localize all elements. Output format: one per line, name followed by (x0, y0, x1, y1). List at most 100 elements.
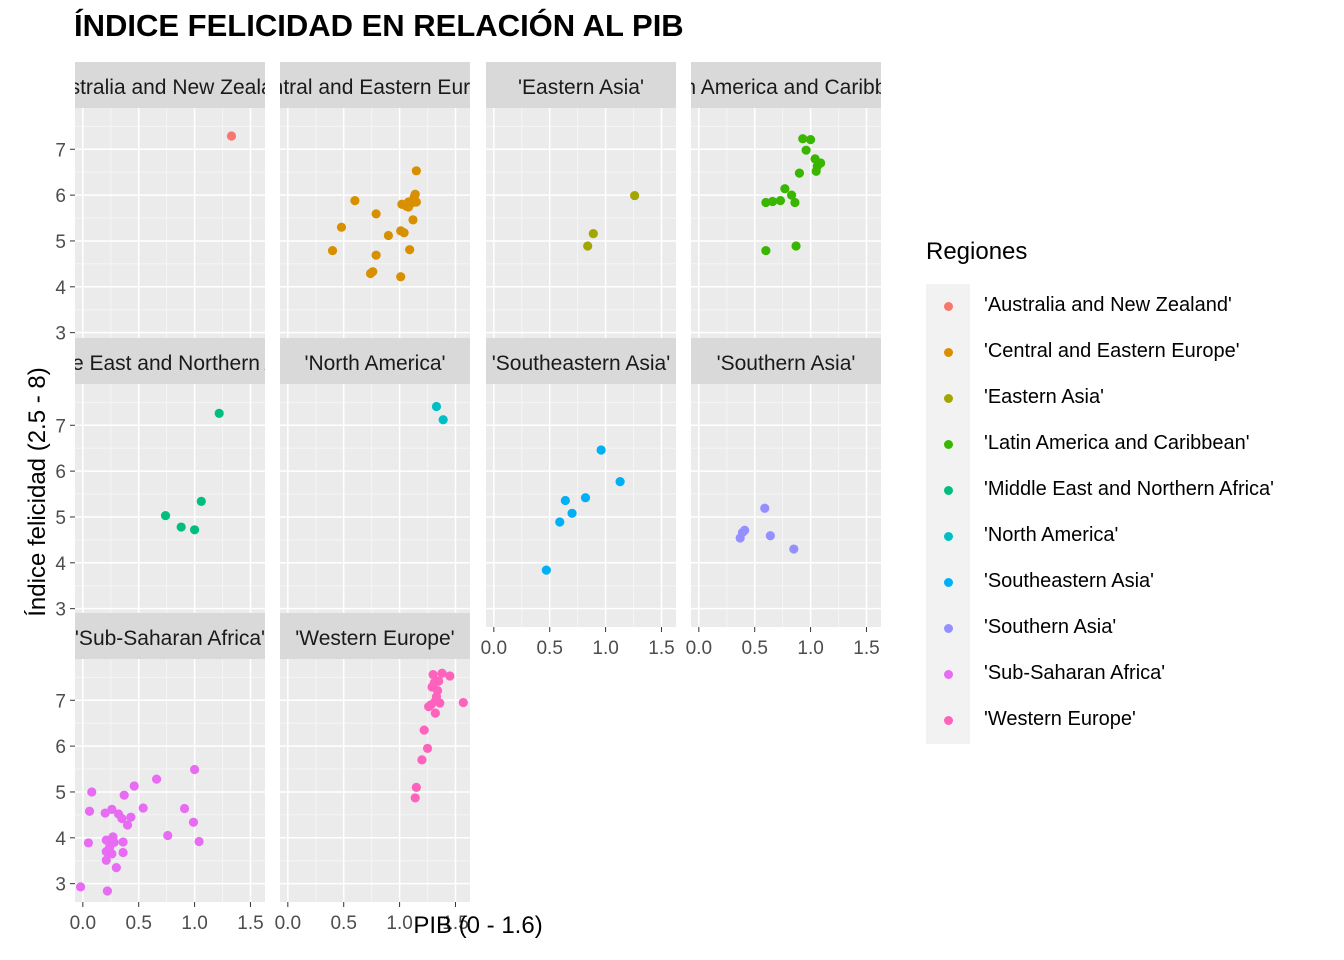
legend-item: 'Latin America and Caribbean' (926, 422, 1250, 468)
panel-2-strip-label: 'Central and Eastern Europe' (241, 76, 509, 99)
y-tick-label: 3 (55, 600, 66, 621)
legend-item: 'Central and Eastern Europe' (926, 330, 1240, 376)
legend-label: 'Middle East and Northern Africa' (984, 478, 1274, 500)
data-point (350, 196, 360, 206)
data-point (75, 882, 86, 892)
data-point (761, 245, 771, 256)
data-point (805, 135, 816, 145)
data-point (176, 522, 186, 532)
data-point (555, 517, 565, 527)
data-point (588, 229, 598, 239)
legend-key-dot (944, 348, 953, 357)
panel-8-strip (691, 338, 881, 384)
legend-key-dot (944, 440, 953, 449)
panel-6-background (280, 384, 470, 627)
data-point (798, 134, 808, 144)
data-point (410, 189, 420, 199)
panel-8-background (691, 384, 881, 627)
data-point (160, 510, 171, 521)
panel-5-strip-label: 'Middle East and Northern Africa' (18, 352, 323, 375)
panel-9-strip-label: 'Sub-Saharan Africa' (75, 627, 265, 650)
legend-label: 'Australia and New Zealand' (984, 294, 1232, 316)
data-point (122, 820, 133, 830)
panel-3-strip-label: 'Eastern Asia' (518, 76, 644, 99)
panel-6-strip-label: 'North America' (304, 352, 445, 375)
data-point (408, 215, 418, 225)
x-tick-label: 1.0 (181, 913, 207, 934)
legend-item: 'Middle East and Northern Africa' (926, 468, 1274, 514)
y-tick-label: 6 (55, 462, 66, 483)
legend-label: 'Western Europe' (984, 708, 1136, 730)
panel-4-strip-label: 'Latin America and Caribbean' (647, 76, 926, 99)
legend-key-dot (944, 578, 953, 587)
data-point (138, 803, 148, 813)
data-point (371, 250, 381, 260)
data-point (151, 774, 162, 784)
panel-10-strip-label: 'Western Europe' (295, 627, 454, 650)
legend-key-dot (944, 394, 953, 403)
legend-label: 'Sub-Saharan Africa' (984, 662, 1166, 684)
data-point (119, 790, 129, 800)
data-point (458, 697, 468, 708)
legend-label: 'Eastern Asia' (984, 386, 1104, 408)
data-point (630, 190, 640, 201)
panel-10-strip (280, 613, 470, 659)
data-point (111, 863, 121, 873)
data-point (411, 166, 421, 176)
legend-item: 'Australia and New Zealand' (926, 284, 1232, 330)
data-point (435, 698, 445, 708)
legend-label: 'Central and Eastern Europe' (984, 340, 1240, 362)
panel-4-background (691, 108, 881, 351)
data-point (431, 401, 442, 412)
data-point (417, 755, 427, 765)
data-point (368, 267, 378, 277)
data-point (83, 838, 94, 848)
panel-7-strip (486, 338, 676, 384)
panel-3-strip (486, 62, 676, 108)
data-point (383, 230, 394, 241)
data-point (336, 222, 347, 232)
data-point (422, 743, 433, 754)
data-point (801, 145, 811, 155)
x-tick-label: 1.5 (648, 638, 674, 659)
data-point (789, 544, 799, 554)
panel-9-background (75, 659, 265, 902)
x-tick-label: 0.0 (686, 638, 712, 659)
legend-key-dot (944, 624, 953, 633)
data-point (371, 209, 381, 219)
data-point (794, 168, 805, 178)
y-tick-label: 5 (55, 508, 66, 529)
data-point (411, 197, 421, 207)
data-point (437, 668, 447, 678)
legend-key-dot (944, 716, 953, 725)
legend-key-dot (944, 670, 953, 679)
legend-item: 'North America' (926, 514, 1118, 560)
x-tick-label: 0.5 (330, 913, 356, 934)
data-point (117, 813, 127, 824)
data-point (541, 565, 551, 575)
panel-6-strip (280, 338, 470, 384)
panel-8-strip-label: 'Southern Asia' (717, 352, 856, 375)
data-point (107, 849, 117, 859)
y-tick-label: 3 (55, 324, 66, 345)
data-point (583, 241, 593, 251)
legend-label: 'Southern Asia' (984, 616, 1117, 638)
panel-7-background (486, 384, 676, 627)
x-tick-label: 0.0 (275, 913, 301, 934)
x-tick-label: 0.5 (536, 638, 562, 659)
y-tick-label: 4 (55, 829, 66, 850)
data-point (188, 817, 199, 827)
data-point (109, 837, 119, 847)
data-point (189, 525, 200, 535)
y-tick-label: 5 (55, 783, 66, 804)
data-point (399, 228, 409, 238)
data-point (102, 886, 113, 896)
data-point (179, 803, 190, 814)
data-point (816, 158, 826, 168)
panel-1-strip-label: 'Australia and New Zealand' (40, 76, 300, 99)
data-point (760, 503, 770, 513)
data-point (411, 782, 421, 792)
data-point (327, 245, 338, 256)
data-point (765, 531, 775, 541)
